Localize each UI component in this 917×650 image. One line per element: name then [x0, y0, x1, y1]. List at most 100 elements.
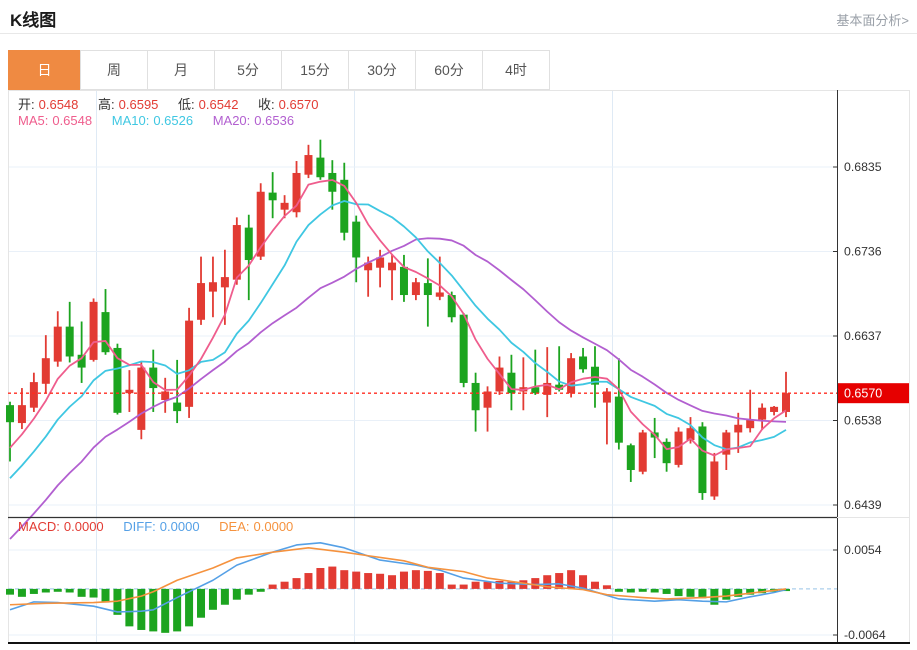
tab-30分[interactable]: 30分 [348, 50, 416, 90]
macd-bar [304, 573, 313, 589]
y-axis-label: 0.6538 [844, 414, 882, 428]
fundamental-analysis-link[interactable]: 基本面分析> [836, 13, 909, 28]
candle-body [590, 366, 599, 385]
macd-bar [650, 588, 659, 593]
candle-body [77, 354, 86, 368]
candle-body [423, 283, 432, 296]
macd-bar [280, 581, 289, 589]
candle-body [399, 266, 408, 296]
close-label: 收: [258, 97, 275, 112]
close-value: 0.6570 [278, 97, 319, 112]
macd-bar [292, 578, 301, 589]
macd-bar [495, 580, 504, 589]
ma10-line [9, 200, 787, 479]
macd-bar [447, 584, 456, 589]
dea-label: DEA: [219, 519, 250, 534]
macd-bar [590, 581, 599, 589]
candle-body [173, 402, 182, 412]
macd-bar [137, 588, 146, 630]
y-axis-label: 0.6637 [844, 329, 882, 343]
candle-body [17, 405, 26, 424]
macd-bar [376, 573, 385, 589]
ma10-value: 0.6526 [153, 113, 194, 128]
candle-body [674, 431, 683, 465]
low-value: 0.6542 [198, 97, 239, 112]
macd-bar [173, 588, 182, 632]
tab-周[interactable]: 周 [80, 50, 148, 90]
macd-bar [388, 575, 397, 589]
candle-body [459, 314, 468, 383]
candle-body [376, 257, 385, 268]
ma20-label: MA20: [212, 113, 251, 128]
macd-bar [483, 581, 492, 589]
candle-body [602, 391, 611, 403]
diff-line [9, 541, 787, 613]
candle-body [161, 391, 170, 401]
candle-body [638, 432, 647, 472]
y-axis-label: 0.6439 [844, 498, 882, 512]
tab-月[interactable]: 月 [147, 50, 215, 90]
open-value: 0.6548 [38, 97, 79, 112]
macd-bar [638, 588, 647, 592]
tab-日[interactable]: 日 [8, 50, 81, 90]
macd-bar [125, 588, 134, 627]
candle-body [507, 372, 516, 394]
tab-15分[interactable]: 15分 [281, 50, 349, 90]
ma5-value: 0.6548 [52, 113, 93, 128]
candle-body [722, 432, 731, 455]
diff-label: DIFF: [123, 519, 156, 534]
macd-bar [567, 570, 576, 589]
candle-body [125, 389, 134, 394]
macd-bar [53, 588, 62, 592]
candle-body [388, 262, 397, 271]
candle-body [29, 382, 38, 408]
macd-bar [399, 571, 408, 589]
candle-body [41, 358, 50, 384]
macd-bar [602, 585, 611, 589]
macd-label: MACD: [18, 519, 60, 534]
macd-bar [471, 581, 480, 589]
candle-body [244, 227, 253, 261]
candle-body [495, 367, 504, 392]
ma10-label: MA10: [111, 113, 150, 128]
macd-bar [65, 588, 74, 593]
candle-body [256, 191, 265, 257]
current-price-tag-value: 0.6570 [844, 387, 882, 401]
macd-bar [197, 588, 206, 618]
candle-body [137, 367, 146, 430]
candle-body [567, 358, 576, 394]
macd-bar [268, 584, 277, 589]
macd-bar [161, 588, 170, 633]
macd-bar [101, 588, 110, 603]
macd-axis-label: 0.0054 [844, 543, 882, 557]
page-title: K线图 [10, 11, 57, 30]
macd-bar [89, 588, 98, 598]
candle-body [220, 277, 229, 288]
macd-bar [185, 588, 194, 627]
macd-bar [220, 588, 229, 605]
tab-60分[interactable]: 60分 [415, 50, 483, 90]
candle-body [435, 292, 444, 297]
macd-bar [77, 588, 86, 597]
macd-bar [459, 584, 468, 589]
macd-bar [734, 588, 743, 597]
candle-body [340, 179, 349, 233]
candle-body [758, 407, 767, 420]
macd-bar [208, 588, 217, 610]
candle-body [710, 461, 719, 497]
candle-body [89, 301, 98, 360]
tab-4时[interactable]: 4时 [482, 50, 550, 90]
macd-bar [29, 588, 38, 594]
candle-body [579, 356, 588, 370]
candle-body [614, 396, 623, 443]
candle-body [531, 387, 540, 394]
macd-bar [507, 581, 516, 589]
candle-body [292, 172, 301, 213]
macd-value: 0.0000 [63, 519, 104, 534]
candle-body [746, 419, 755, 429]
candle-body [352, 221, 361, 258]
tab-5分[interactable]: 5分 [214, 50, 282, 90]
candle-body [208, 282, 217, 292]
macd-bar [543, 575, 552, 589]
